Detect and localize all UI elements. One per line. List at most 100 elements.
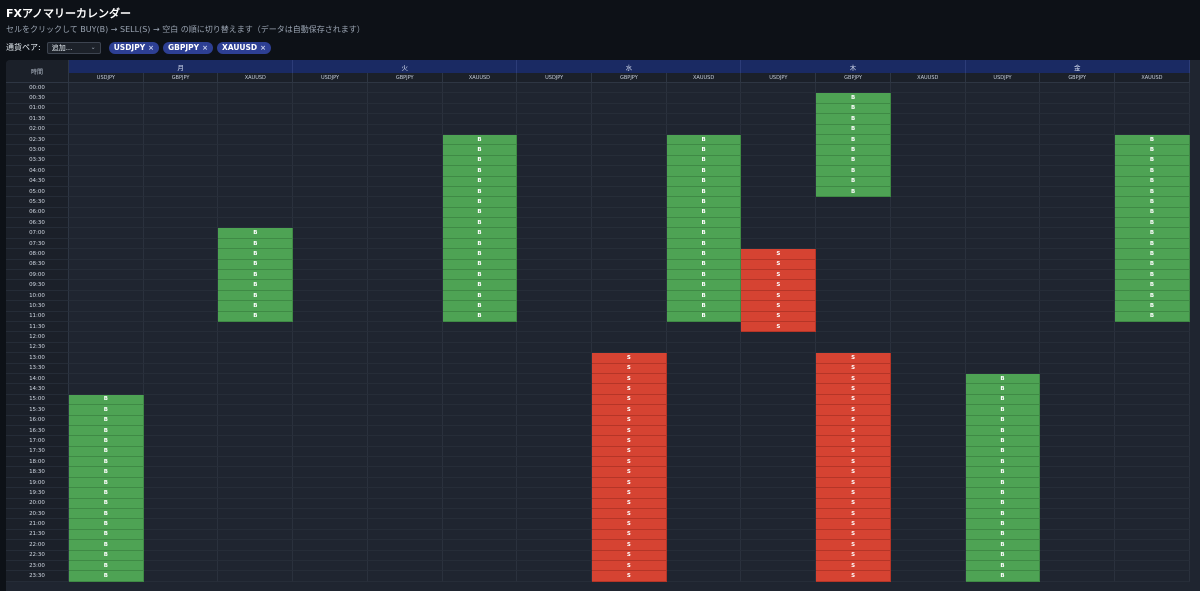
buy-cell[interactable]: B bbox=[666, 166, 742, 177]
buy-cell[interactable]: B bbox=[69, 425, 144, 437]
empty-cell[interactable] bbox=[1040, 186, 1116, 198]
empty-cell[interactable] bbox=[517, 280, 593, 291]
empty-cell[interactable] bbox=[741, 93, 817, 104]
empty-cell[interactable] bbox=[293, 134, 368, 146]
empty-cell[interactable] bbox=[890, 280, 966, 291]
empty-cell[interactable] bbox=[293, 114, 368, 125]
empty-cell[interactable] bbox=[1115, 415, 1190, 426]
empty-cell[interactable] bbox=[442, 446, 518, 458]
empty-cell[interactable] bbox=[666, 321, 742, 333]
empty-cell[interactable] bbox=[442, 509, 518, 520]
empty-cell[interactable] bbox=[517, 519, 593, 530]
buy-cell[interactable]: B bbox=[1115, 249, 1190, 260]
empty-cell[interactable] bbox=[1040, 529, 1116, 541]
empty-cell[interactable] bbox=[592, 103, 667, 115]
buy-cell[interactable]: B bbox=[442, 155, 518, 167]
empty-cell[interactable] bbox=[442, 124, 518, 135]
sell-cell[interactable]: S bbox=[816, 519, 891, 530]
empty-cell[interactable] bbox=[1040, 280, 1116, 291]
empty-cell[interactable] bbox=[1040, 311, 1116, 322]
empty-cell[interactable] bbox=[1040, 301, 1116, 312]
sell-cell[interactable]: S bbox=[741, 280, 817, 291]
empty-cell[interactable] bbox=[816, 332, 891, 343]
empty-cell[interactable] bbox=[741, 405, 817, 416]
empty-cell[interactable] bbox=[218, 373, 294, 385]
empty-cell[interactable] bbox=[1115, 571, 1190, 582]
empty-cell[interactable] bbox=[965, 270, 1041, 281]
empty-cell[interactable] bbox=[517, 373, 593, 385]
empty-cell[interactable] bbox=[143, 529, 219, 541]
empty-cell[interactable] bbox=[741, 467, 817, 478]
empty-cell[interactable] bbox=[143, 238, 219, 250]
empty-cell[interactable] bbox=[69, 384, 144, 395]
empty-cell[interactable] bbox=[517, 228, 593, 239]
buy-cell[interactable]: B bbox=[1115, 134, 1190, 146]
buy-cell[interactable]: B bbox=[965, 446, 1041, 458]
empty-cell[interactable] bbox=[143, 509, 219, 520]
empty-cell[interactable] bbox=[517, 415, 593, 426]
buy-cell[interactable]: B bbox=[218, 249, 294, 260]
empty-cell[interactable] bbox=[218, 550, 294, 561]
empty-cell[interactable] bbox=[367, 467, 443, 478]
empty-cell[interactable] bbox=[143, 560, 219, 572]
empty-cell[interactable] bbox=[741, 498, 817, 510]
empty-cell[interactable] bbox=[218, 415, 294, 426]
empty-cell[interactable] bbox=[1115, 519, 1190, 530]
empty-cell[interactable] bbox=[293, 197, 368, 208]
buy-cell[interactable]: B bbox=[1115, 270, 1190, 281]
buy-cell[interactable]: B bbox=[965, 550, 1041, 561]
sell-cell[interactable]: S bbox=[816, 373, 891, 385]
empty-cell[interactable] bbox=[666, 363, 742, 374]
empty-cell[interactable] bbox=[218, 509, 294, 520]
buy-cell[interactable]: B bbox=[666, 228, 742, 239]
sell-cell[interactable]: S bbox=[816, 498, 891, 510]
sell-cell[interactable]: S bbox=[592, 425, 667, 437]
empty-cell[interactable] bbox=[442, 405, 518, 416]
empty-cell[interactable] bbox=[741, 373, 817, 385]
sell-cell[interactable]: S bbox=[816, 436, 891, 447]
empty-cell[interactable] bbox=[293, 467, 368, 478]
empty-cell[interactable] bbox=[592, 321, 667, 333]
empty-cell[interactable] bbox=[741, 446, 817, 458]
buy-cell[interactable]: B bbox=[218, 311, 294, 322]
empty-cell[interactable] bbox=[442, 353, 518, 364]
empty-cell[interactable] bbox=[1040, 290, 1116, 302]
empty-cell[interactable] bbox=[816, 83, 891, 94]
empty-cell[interactable] bbox=[741, 519, 817, 530]
empty-cell[interactable] bbox=[890, 477, 966, 489]
sell-cell[interactable]: S bbox=[592, 560, 667, 572]
empty-cell[interactable] bbox=[218, 321, 294, 333]
empty-cell[interactable] bbox=[143, 228, 219, 239]
empty-cell[interactable] bbox=[741, 238, 817, 250]
sell-cell[interactable]: S bbox=[592, 529, 667, 541]
buy-cell[interactable]: B bbox=[666, 145, 742, 156]
empty-cell[interactable] bbox=[666, 103, 742, 115]
sell-cell[interactable]: S bbox=[741, 249, 817, 260]
empty-cell[interactable] bbox=[293, 373, 368, 385]
buy-cell[interactable]: B bbox=[69, 498, 144, 510]
empty-cell[interactable] bbox=[69, 103, 144, 115]
empty-cell[interactable] bbox=[517, 550, 593, 561]
empty-cell[interactable] bbox=[293, 571, 368, 582]
empty-cell[interactable] bbox=[69, 155, 144, 167]
buy-cell[interactable]: B bbox=[965, 415, 1041, 426]
buy-cell[interactable]: B bbox=[218, 259, 294, 271]
empty-cell[interactable] bbox=[890, 249, 966, 260]
empty-cell[interactable] bbox=[666, 384, 742, 395]
buy-cell[interactable]: B bbox=[816, 166, 891, 177]
empty-cell[interactable] bbox=[517, 332, 593, 343]
empty-cell[interactable] bbox=[1040, 218, 1116, 229]
empty-cell[interactable] bbox=[143, 540, 219, 551]
empty-cell[interactable] bbox=[890, 415, 966, 426]
empty-cell[interactable] bbox=[69, 238, 144, 250]
empty-cell[interactable] bbox=[442, 540, 518, 551]
sell-cell[interactable]: S bbox=[592, 540, 667, 551]
empty-cell[interactable] bbox=[367, 83, 443, 94]
empty-cell[interactable] bbox=[367, 238, 443, 250]
empty-cell[interactable] bbox=[293, 488, 368, 499]
sell-cell[interactable]: S bbox=[816, 560, 891, 572]
empty-cell[interactable] bbox=[143, 415, 219, 426]
empty-cell[interactable] bbox=[218, 519, 294, 530]
empty-cell[interactable] bbox=[218, 134, 294, 146]
sell-cell[interactable]: S bbox=[592, 477, 667, 489]
